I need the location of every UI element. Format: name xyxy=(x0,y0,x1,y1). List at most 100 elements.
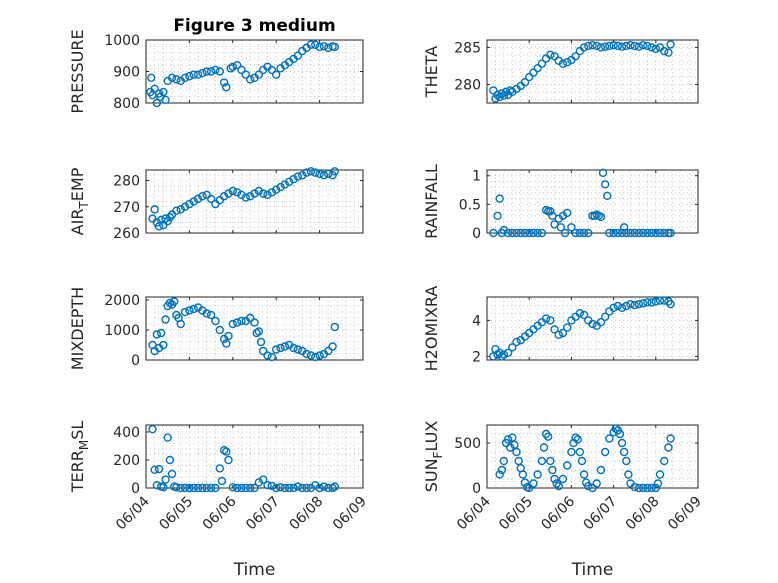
data-point xyxy=(254,327,264,336)
data-point xyxy=(489,352,498,361)
data-point xyxy=(622,41,631,51)
data-point xyxy=(215,325,224,335)
data-point xyxy=(533,470,542,479)
y-axis-label: THETA xyxy=(422,46,441,98)
data-point xyxy=(222,447,231,456)
data-point xyxy=(163,433,172,442)
data-point xyxy=(293,345,303,354)
axes-box xyxy=(145,296,364,361)
data-point xyxy=(198,68,207,78)
data-point xyxy=(664,48,673,57)
data-point xyxy=(626,40,635,50)
y-tick-label: 1000 xyxy=(104,323,140,339)
data-point xyxy=(503,348,513,357)
data-point xyxy=(198,192,207,201)
data-point xyxy=(643,298,652,307)
data-point xyxy=(533,63,542,73)
data-point xyxy=(285,177,294,187)
x-tick-label: 06/04 xyxy=(113,493,153,533)
data-point xyxy=(520,78,530,87)
data-point xyxy=(254,70,264,79)
data-point xyxy=(600,180,610,189)
data-point xyxy=(647,43,656,52)
x-axis-label: Time xyxy=(571,560,614,580)
data-point xyxy=(638,40,648,50)
data-point xyxy=(503,228,513,238)
data-point xyxy=(185,483,194,493)
data-point xyxy=(495,194,504,203)
data-point xyxy=(622,301,631,311)
data-point xyxy=(596,212,606,222)
data-point xyxy=(276,483,285,492)
data-point xyxy=(508,228,517,238)
data-point xyxy=(651,297,660,306)
data-point xyxy=(537,228,547,238)
y-axis-label: TERRMSL xyxy=(68,421,91,494)
data-point xyxy=(224,189,233,198)
data-point xyxy=(193,194,203,204)
data-point xyxy=(497,352,506,361)
data-point xyxy=(495,470,504,479)
data-point xyxy=(224,455,233,465)
data-point xyxy=(562,58,572,67)
chart-title: Figure 3 medium xyxy=(173,16,335,36)
data-point xyxy=(289,343,298,353)
data-point xyxy=(520,228,530,238)
data-point xyxy=(202,483,211,493)
subplot-pressure: 800 900 1000 PRESSURE Figure 3 medium xyxy=(68,16,364,114)
data-point xyxy=(617,438,627,448)
data-point xyxy=(630,482,639,492)
data-point xyxy=(558,328,568,338)
axes-box xyxy=(486,39,699,104)
data-point xyxy=(215,67,224,76)
data-point xyxy=(609,228,618,238)
data-point xyxy=(613,41,623,51)
data-point xyxy=(643,228,652,238)
data-point xyxy=(605,434,614,443)
data-point xyxy=(328,342,337,351)
data-point xyxy=(148,425,157,434)
data-point xyxy=(598,168,608,178)
data-point xyxy=(537,456,547,466)
plot-area xyxy=(486,424,699,489)
data-point xyxy=(571,228,580,238)
y-tick-label: 2000 xyxy=(104,293,140,309)
data-point xyxy=(638,483,648,493)
data-point xyxy=(311,40,320,49)
data-point xyxy=(579,228,589,238)
data-point xyxy=(543,432,553,441)
data-point xyxy=(525,228,534,238)
subplot-sun: 0 500 06/04 06/05 06/06 06/07 06/08 06/09 SUNFLU… xyxy=(422,421,705,580)
data-point xyxy=(293,51,303,60)
data-point xyxy=(666,40,675,49)
data-point xyxy=(161,95,170,105)
data-point xyxy=(558,59,568,68)
data-point xyxy=(250,318,259,327)
data-point xyxy=(624,470,633,479)
data-point xyxy=(258,346,268,356)
data-point xyxy=(638,299,648,308)
data-point xyxy=(550,325,559,334)
data-point xyxy=(546,207,555,216)
x-tick-label: 06/08 xyxy=(623,494,663,534)
data-point xyxy=(152,330,162,339)
data-point xyxy=(228,319,238,329)
y-tick-label: 200 xyxy=(113,453,140,469)
data-point xyxy=(311,352,320,362)
data-point xyxy=(579,310,589,320)
data-point xyxy=(330,42,339,52)
data-point xyxy=(529,479,538,488)
data-point xyxy=(267,188,277,197)
data-point xyxy=(653,479,663,488)
data-point xyxy=(167,73,177,83)
data-point xyxy=(156,328,166,338)
data-point xyxy=(293,172,303,181)
data-point xyxy=(263,351,272,360)
y-tick-label: 285 xyxy=(454,40,481,56)
data-point xyxy=(330,482,339,491)
data-point xyxy=(508,433,517,442)
data-point xyxy=(638,228,648,238)
data-point xyxy=(185,306,194,315)
data-point xyxy=(592,41,601,51)
x-tick-label: 06/09 xyxy=(330,494,370,534)
